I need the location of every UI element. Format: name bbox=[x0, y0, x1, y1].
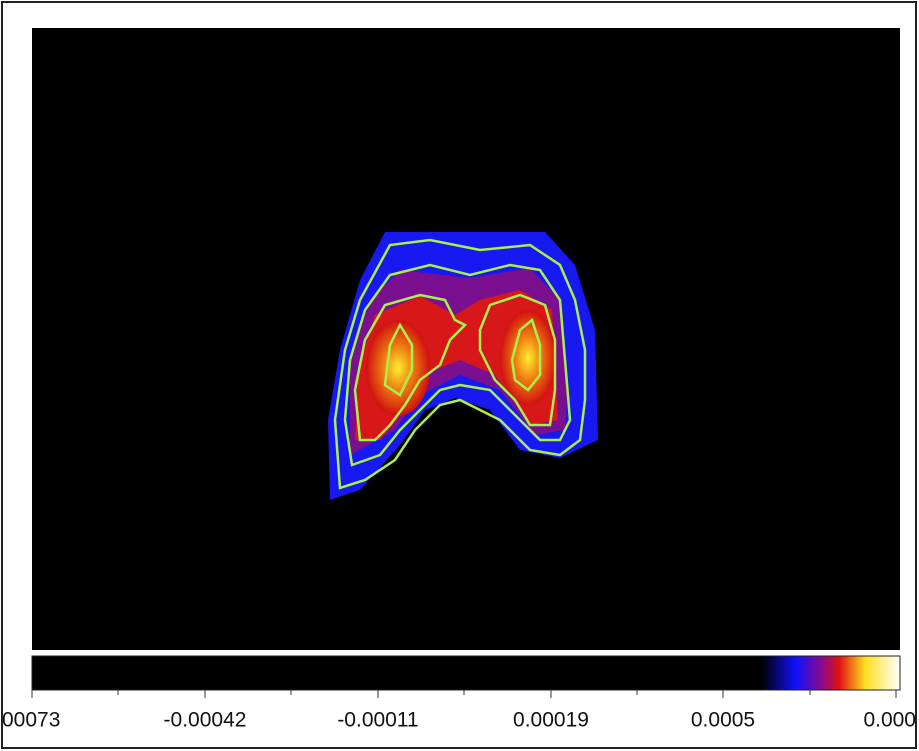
colorbar-label: -0.00042 bbox=[164, 709, 247, 732]
colorbar-label: 0.000 bbox=[863, 709, 916, 732]
colorbar bbox=[32, 656, 900, 690]
colorbar-label: 0.0005 bbox=[691, 709, 755, 732]
hot-spot bbox=[366, 320, 430, 416]
colorbar-label: 00073 bbox=[2, 709, 60, 732]
colorbar-label: -0.00011 bbox=[337, 709, 418, 732]
colorbar-label: 0.00019 bbox=[513, 709, 589, 732]
viewer: 00073 -0.00042 -0.00011 0.00019 0.0005 0… bbox=[0, 0, 919, 751]
page: 00073 -0.00042 -0.00011 0.00019 0.0005 0… bbox=[0, 0, 919, 751]
